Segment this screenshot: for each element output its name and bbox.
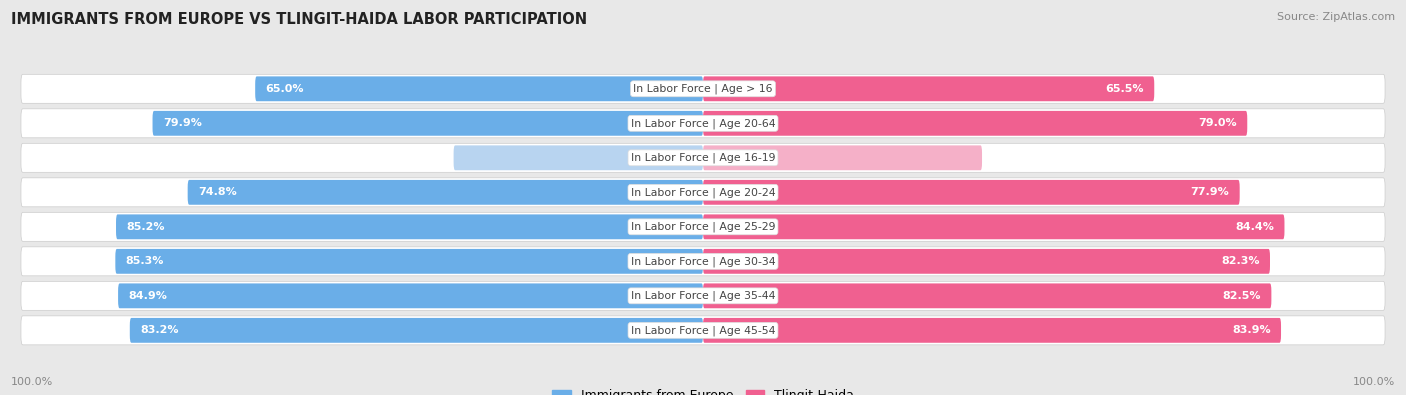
Text: In Labor Force | Age > 16: In Labor Force | Age > 16 [633,84,773,94]
FancyBboxPatch shape [21,281,1385,310]
Text: 82.5%: 82.5% [1223,291,1261,301]
FancyBboxPatch shape [21,316,1385,345]
Text: 83.2%: 83.2% [141,325,179,335]
FancyBboxPatch shape [129,318,703,343]
Text: 65.0%: 65.0% [266,84,304,94]
FancyBboxPatch shape [152,111,703,136]
FancyBboxPatch shape [256,76,703,101]
Text: 74.8%: 74.8% [198,187,236,198]
Text: In Labor Force | Age 16-19: In Labor Force | Age 16-19 [631,152,775,163]
Text: In Labor Force | Age 35-44: In Labor Force | Age 35-44 [631,291,775,301]
Text: In Labor Force | Age 45-54: In Labor Force | Age 45-54 [631,325,775,336]
Text: 77.9%: 77.9% [1191,187,1229,198]
FancyBboxPatch shape [703,318,1281,343]
FancyBboxPatch shape [21,143,1385,172]
FancyBboxPatch shape [118,284,703,308]
Text: 65.5%: 65.5% [1105,84,1144,94]
Text: IMMIGRANTS FROM EUROPE VS TLINGIT-HAIDA LABOR PARTICIPATION: IMMIGRANTS FROM EUROPE VS TLINGIT-HAIDA … [11,12,588,27]
FancyBboxPatch shape [21,74,1385,103]
Text: In Labor Force | Age 25-29: In Labor Force | Age 25-29 [631,222,775,232]
FancyBboxPatch shape [21,109,1385,138]
Text: 100.0%: 100.0% [1353,377,1395,387]
Text: 84.9%: 84.9% [128,291,167,301]
FancyBboxPatch shape [703,145,981,170]
Text: 85.2%: 85.2% [127,222,165,232]
FancyBboxPatch shape [21,178,1385,207]
Text: In Labor Force | Age 30-34: In Labor Force | Age 30-34 [631,256,775,267]
FancyBboxPatch shape [703,180,1240,205]
Text: 82.3%: 82.3% [1222,256,1260,266]
FancyBboxPatch shape [703,214,1285,239]
Text: 79.9%: 79.9% [163,118,201,128]
Text: In Labor Force | Age 20-24: In Labor Force | Age 20-24 [631,187,775,198]
Text: In Labor Force | Age 20-64: In Labor Force | Age 20-64 [631,118,775,128]
Text: 84.4%: 84.4% [1236,222,1274,232]
Text: Source: ZipAtlas.com: Source: ZipAtlas.com [1277,12,1395,22]
FancyBboxPatch shape [187,180,703,205]
FancyBboxPatch shape [21,247,1385,276]
FancyBboxPatch shape [115,249,703,274]
Text: 85.3%: 85.3% [125,256,165,266]
FancyBboxPatch shape [454,145,703,170]
Text: 79.0%: 79.0% [1198,118,1237,128]
Legend: Immigrants from Europe, Tlingit-Haida: Immigrants from Europe, Tlingit-Haida [547,384,859,395]
Text: 36.2%: 36.2% [654,153,693,163]
FancyBboxPatch shape [703,284,1271,308]
Text: 40.5%: 40.5% [713,153,752,163]
FancyBboxPatch shape [703,76,1154,101]
FancyBboxPatch shape [703,111,1247,136]
FancyBboxPatch shape [21,213,1385,241]
Text: 83.9%: 83.9% [1232,325,1271,335]
Text: 100.0%: 100.0% [11,377,53,387]
FancyBboxPatch shape [117,214,703,239]
FancyBboxPatch shape [703,249,1270,274]
